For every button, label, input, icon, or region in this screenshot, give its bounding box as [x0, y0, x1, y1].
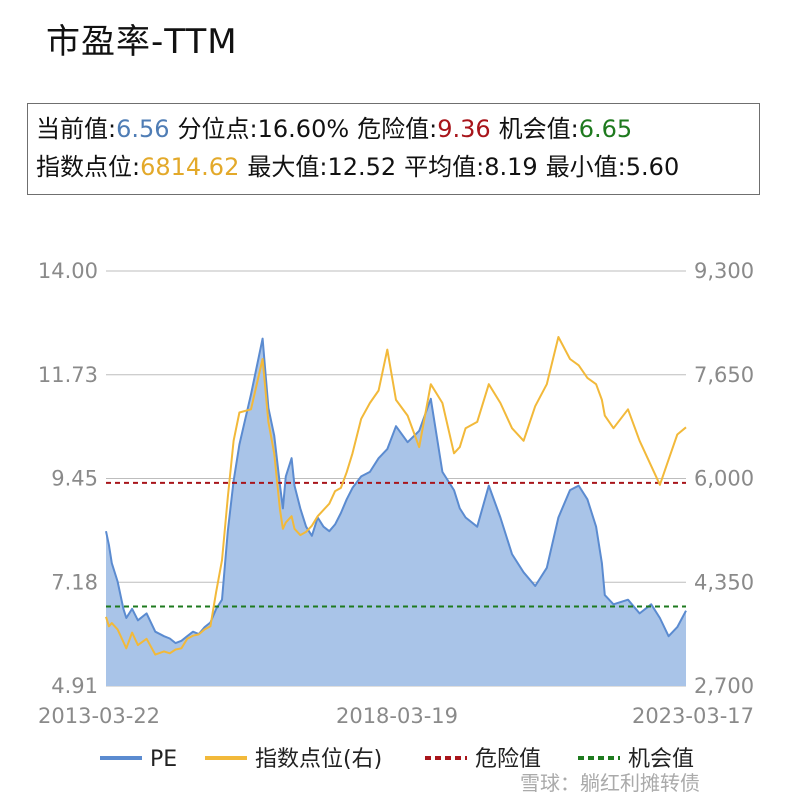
- legend-label-2: 指数点位(右): [255, 747, 382, 772]
- y-left-tick-label: 11.73: [38, 363, 98, 387]
- stats-line-2: 指数点位:6814.62 最大值:12.52 平均值:8.19 最小值:5.60: [36, 148, 759, 186]
- stats-box: 当前值:6.56 分位点:16.60% 危险值:9.36 机会值:6.65 指数点位:…: [27, 103, 760, 195]
- page-title: 市盈率-TTM: [46, 22, 238, 62]
- y-left-tick-label: 7.18: [51, 570, 98, 594]
- y-right-tick-label: 9,300: [694, 259, 754, 283]
- percentile-label: 分位点:: [177, 115, 258, 143]
- opportunity-value: 6.65: [578, 115, 633, 143]
- legend-label-4: 机会值: [628, 747, 694, 772]
- stats-line-1: 当前值:6.56 分位点:16.60% 危险值:9.36 机会值:6.65: [36, 110, 759, 148]
- y-right-tick-label: 2,700: [694, 674, 754, 698]
- current-label: 当前值:: [36, 115, 117, 143]
- index-line: [105, 336, 687, 656]
- pe-area: [106, 338, 686, 686]
- legend: PE 指数点位(右) 危险值 机会值: [100, 747, 694, 772]
- x-tick-label: 2018-03-19: [336, 704, 458, 728]
- y-left-tick-label: 9.45: [51, 467, 98, 491]
- max-value: 12.52: [327, 153, 397, 181]
- y-left-tick-label: 14.00: [38, 259, 98, 283]
- x-tick-label: 2013-03-22: [38, 704, 160, 728]
- min-value: 5.60: [625, 153, 680, 181]
- reference-lines: [106, 481, 686, 608]
- y-right-tick-label: 7,650: [694, 363, 754, 387]
- index-label: 指数点位:: [36, 153, 141, 181]
- pe-layer: [105, 337, 687, 686]
- opportunity-label: 机会值:: [498, 115, 579, 143]
- y-left-tick-label: 4.91: [51, 674, 98, 698]
- min-label: 最小值:: [545, 153, 626, 181]
- percentile-value: 16.60%: [257, 115, 350, 143]
- danger-value: 9.36: [437, 115, 491, 143]
- x-tick-label: 2023-03-17: [632, 704, 754, 728]
- max-label: 最大值:: [247, 153, 328, 181]
- legend-label-3: 危险值: [475, 747, 541, 772]
- index-value: 6814.62: [140, 153, 240, 181]
- axis-labels: 4.91 2,700 7.18 4,350 9.45 6,000 11.73 7,650 14.…: [38, 259, 754, 728]
- avg-value: 8.19: [484, 153, 538, 181]
- watermark: 雪球：躺红利摊转债: [520, 771, 700, 795]
- current-value: 6.56: [116, 115, 170, 143]
- legend-label-1: PE: [150, 747, 177, 772]
- index-layer: [105, 336, 687, 656]
- y-right-tick-label: 6,000: [694, 467, 754, 491]
- y-right-tick-label: 4,350: [694, 570, 754, 594]
- pe-line: [105, 337, 687, 645]
- avg-label: 平均值:: [404, 153, 485, 181]
- danger-label: 危险值:: [357, 115, 438, 143]
